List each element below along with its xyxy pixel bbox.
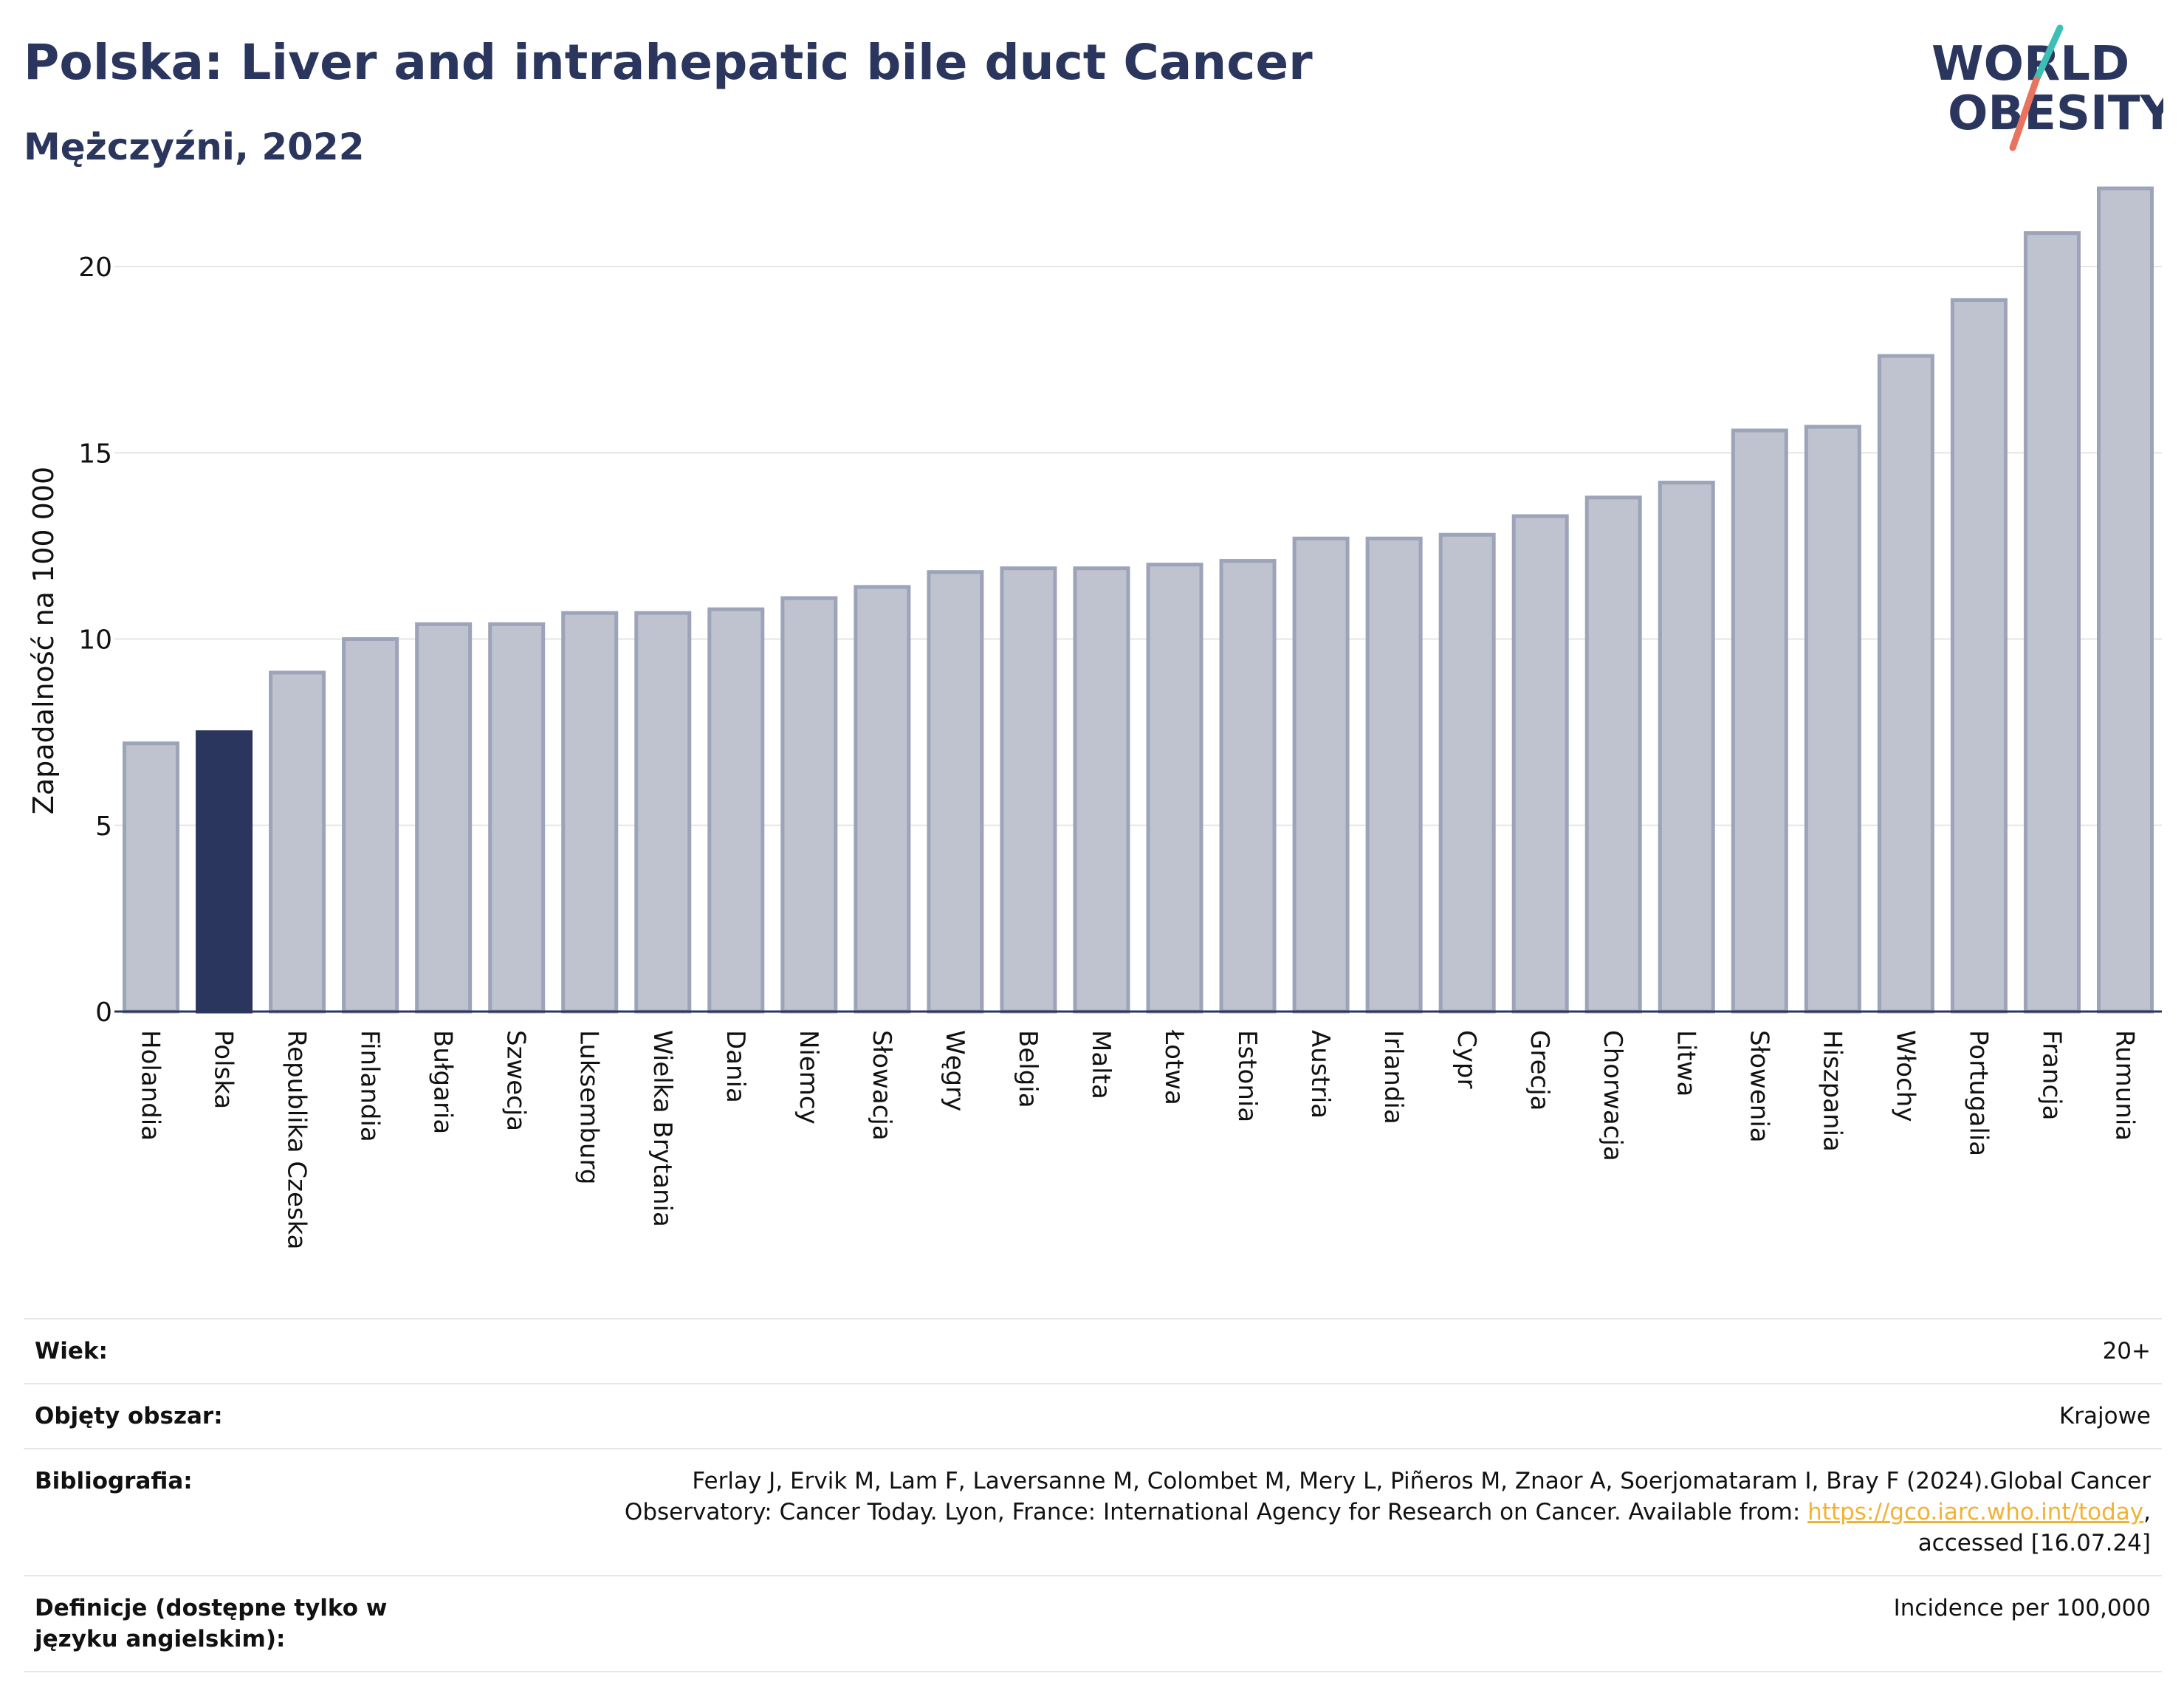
bar-Włochy xyxy=(1877,354,1934,1014)
world-obesity-logo: WORLD OBESITY xyxy=(1931,24,2163,151)
x-tick-label: Polska xyxy=(209,1030,238,1109)
bibliography-line2: Observatory: Cancer Today. Lyon, France:… xyxy=(624,1499,1808,1525)
bar-Słowacja xyxy=(854,585,911,1014)
x-tick-label: Bułgaria xyxy=(428,1030,458,1134)
x-tick-label: Irlandia xyxy=(1378,1030,1408,1125)
x-tick-label: Dania xyxy=(721,1030,750,1103)
bar-Łotwa xyxy=(1146,563,1203,1014)
metadata-table: Wiek: 20+ Objęty obszar: Krajowe Bibliog… xyxy=(24,1318,2162,1672)
logo-slash-top xyxy=(2033,24,2064,83)
bar-Luksemburg xyxy=(561,611,619,1014)
bar-Francja xyxy=(2023,231,2081,1014)
bar-Holandia xyxy=(123,741,180,1014)
x-tick-label: Holandia xyxy=(136,1030,165,1141)
metadata-row-definitions: Definicje (dostępne tylko w języku angie… xyxy=(24,1576,2162,1672)
bar-Belgia xyxy=(1000,566,1057,1014)
bar-Austria xyxy=(1292,536,1350,1014)
y-tick-label: 5 xyxy=(95,811,112,842)
bar-Grecja xyxy=(1511,514,1569,1014)
bar-Litwa xyxy=(1658,481,1715,1014)
x-tick-label: Słowenia xyxy=(1744,1030,1773,1143)
bar-Cypr xyxy=(1438,532,1496,1014)
x-tick-label: Słowacja xyxy=(867,1030,896,1141)
bar-Portugalia xyxy=(1950,298,2008,1014)
x-tick-label: Republika Czeska xyxy=(282,1030,312,1250)
bibliography-line2-end: , xyxy=(2143,1499,2151,1525)
y-axis-ticks: 0 5 10 15 20 xyxy=(78,253,112,1028)
metadata-key: Bibliografia: xyxy=(35,1468,193,1494)
bar-chart: 0 5 10 15 20 Holandia Polska Republika Czeska F… xyxy=(27,186,2162,1250)
y-tick-label: 10 xyxy=(78,625,112,656)
bar-Szwecja xyxy=(488,622,546,1014)
y-tick-label: 15 xyxy=(78,439,112,469)
bar-Republika Czeska xyxy=(269,670,326,1014)
x-tick-label: Belgia xyxy=(1013,1030,1043,1108)
x-tick-label: Rumunia xyxy=(2109,1030,2139,1141)
x-tick-label: Grecja xyxy=(1525,1030,1554,1110)
x-tick-label: Węgry xyxy=(940,1030,969,1111)
metadata-value: Ferlay J, Ervik M, Lam F, Laversanne M, … xyxy=(478,1466,2151,1559)
x-tick-label: Portugalia xyxy=(1963,1030,1993,1156)
chart-title: Polska: Liver and intrahepatic bile duct… xyxy=(24,34,1313,91)
bar-Wielka Brytania xyxy=(634,611,692,1014)
y-axis-label: Zapadalność na 100 000 xyxy=(27,467,60,814)
bar-Irlandia xyxy=(1365,536,1423,1014)
x-tick-label: Niemcy xyxy=(794,1030,823,1125)
x-tick-label: Malta xyxy=(1086,1030,1116,1099)
bar-Chorwacja xyxy=(1584,495,1642,1014)
bibliography-link[interactable]: https://gco.iarc.who.int/today xyxy=(1807,1499,2144,1525)
chart-subtitle: Mężczyźni, 2022 xyxy=(24,126,365,168)
x-axis-labels: Holandia Polska Republika Czeska Finlandia B… xyxy=(136,1029,2140,1250)
x-tick-label: Hiszpania xyxy=(1817,1030,1847,1152)
metadata-row-bibliography: Bibliografia: Ferlay J, Ervik M, Lam F, … xyxy=(24,1449,2162,1576)
bar-Węgry xyxy=(927,570,984,1014)
bar-Polska xyxy=(196,730,253,1014)
metadata-row-area: Objęty obszar: Krajowe xyxy=(24,1384,2162,1449)
x-tick-label: Francja xyxy=(2036,1030,2066,1120)
metadata-value: 20+ xyxy=(2102,1338,2151,1364)
x-tick-label: Litwa xyxy=(1671,1030,1700,1096)
bar-Estonia xyxy=(1219,559,1277,1014)
metadata-key: Wiek: xyxy=(35,1338,108,1364)
metadata-value: Incidence per 100,000 xyxy=(1893,1595,2151,1621)
bar-Bułgaria xyxy=(415,622,473,1014)
x-tick-label: Estonia xyxy=(1232,1030,1262,1122)
y-tick-label: 0 xyxy=(95,998,112,1028)
x-tick-label: Łotwa xyxy=(1159,1029,1189,1105)
bar-Malta xyxy=(1073,566,1130,1014)
bar-Finlandia xyxy=(342,637,399,1014)
x-tick-label: Austria xyxy=(1305,1030,1335,1119)
bar-Niemcy xyxy=(780,596,838,1014)
x-tick-label: Chorwacja xyxy=(1598,1030,1627,1161)
bar-Dania xyxy=(707,607,765,1014)
metadata-key: Objęty obszar: xyxy=(35,1403,223,1429)
x-tick-label: Luksemburg xyxy=(574,1030,604,1184)
y-tick-label: 20 xyxy=(78,253,112,283)
bars xyxy=(123,186,2154,1014)
x-tick-label: Wielka Brytania xyxy=(648,1030,677,1227)
logo-line1: WORLD xyxy=(1931,37,2129,92)
x-tick-label: Włochy xyxy=(1890,1030,1920,1122)
metadata-value: Krajowe xyxy=(2058,1403,2151,1429)
bar-Hiszpania xyxy=(1804,425,1861,1014)
logo-slash-bottom xyxy=(2009,76,2040,151)
bar-Słowenia xyxy=(1731,428,1788,1014)
metadata-key: Definicje (dostępne tylko w języku angie… xyxy=(35,1595,388,1652)
x-tick-label: Cypr xyxy=(1452,1030,1481,1088)
x-tick-label: Szwecja xyxy=(501,1030,531,1131)
metadata-row-age: Wiek: 20+ xyxy=(24,1319,2162,1384)
bibliography-line1: Ferlay J, Ervik M, Lam F, Laversanne M, … xyxy=(692,1468,2151,1494)
logo-line2: OBESITY xyxy=(1948,86,2163,141)
bibliography-line3: accessed [16.07.24] xyxy=(1917,1530,2151,1556)
bar-Rumunia xyxy=(2096,186,2154,1014)
x-tick-label: Finlandia xyxy=(355,1030,385,1142)
